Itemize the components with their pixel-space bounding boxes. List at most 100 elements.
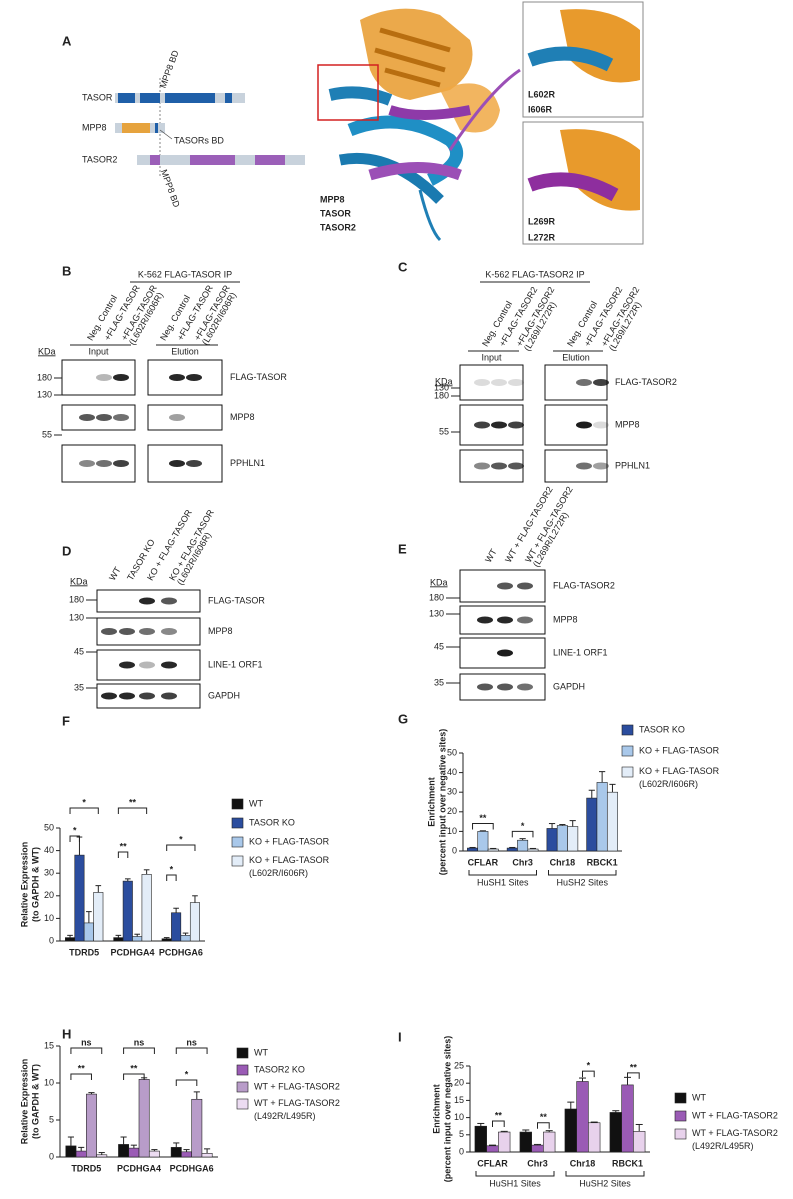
error-bar: [559, 824, 566, 826]
marker-label: 130: [37, 389, 52, 399]
blot-name: MPP8: [615, 419, 640, 429]
group-label: Input: [481, 352, 502, 362]
bar: [74, 854, 85, 942]
error-bar: [500, 1130, 508, 1133]
protein-name: MPP8: [82, 122, 107, 132]
legend-label: KO + FLAG-TASOR (L602R/I606R): [639, 766, 720, 789]
blot-box: [147, 404, 223, 431]
y-tick-label: 20: [447, 806, 457, 816]
domain-diagram: [115, 78, 305, 178]
error-bar: [533, 1143, 542, 1146]
blot-band: [517, 683, 533, 691]
bar: [606, 791, 618, 852]
lane-text: WT: [107, 565, 123, 583]
y-axis-label: (to GAPDH & WT): [30, 847, 40, 922]
bar: [498, 1131, 511, 1153]
blot-band: [186, 374, 202, 381]
x-tick-label: PCDHGA4: [110, 947, 154, 957]
y-tick-label: 40: [44, 845, 54, 855]
blot-band: [474, 421, 490, 429]
blot-name: MPP8: [230, 412, 255, 422]
error-bar: [203, 1148, 211, 1154]
bar: [191, 1098, 203, 1158]
bar: [546, 828, 558, 852]
legend-label: TASOR KO: [639, 724, 685, 734]
error-bar: [588, 789, 595, 799]
bar: [83, 922, 94, 942]
bar: [487, 848, 499, 852]
error-bar: [173, 907, 179, 913]
error-bar: [529, 847, 537, 850]
legend-label: WT + FLAG-TASOR2 (L492R/L495R): [254, 1098, 340, 1121]
group-bracket: [475, 1171, 555, 1177]
marker-label: 130: [429, 608, 444, 618]
structure-legend: TASOR2: [320, 222, 356, 232]
blot-band: [101, 628, 117, 635]
unit-label: KDa: [38, 346, 56, 356]
error-bar: [67, 934, 73, 938]
legend-swatch: [236, 1081, 249, 1093]
error-bar: [143, 869, 150, 875]
legend-label: KO + FLAG-TASOR (L602R/I606R): [249, 855, 330, 878]
blot-name: MPP8: [553, 614, 578, 624]
error-bar: [635, 1123, 643, 1132]
bar: [161, 938, 172, 942]
significance-bracket: [492, 1120, 505, 1128]
bar: [519, 1131, 532, 1153]
error-bar: [115, 934, 122, 938]
error-bar: [134, 933, 141, 937]
x-tick-label: Chr18: [570, 1158, 596, 1168]
protein-name: TASOR: [82, 92, 113, 102]
unit-label: KDa: [430, 577, 448, 587]
blot-name: FLAG-TASOR: [230, 372, 287, 382]
y-tick-label: 20: [44, 890, 54, 900]
x-tick-label: RBCK1: [587, 857, 618, 867]
legend-swatch: [674, 1092, 687, 1104]
y-tick-label: 0: [49, 935, 54, 945]
mutation-label: L272R: [528, 232, 556, 242]
error-bar: [67, 1136, 75, 1146]
y-tick-label: 30: [44, 868, 54, 878]
blot-band: [96, 414, 112, 421]
error-bar: [98, 1152, 105, 1155]
significance-label: **: [479, 813, 487, 823]
significance-bracket: [69, 807, 99, 814]
legend-swatch: [621, 745, 634, 757]
group-label: HuSH2 Sites: [556, 877, 608, 887]
significance-bracket: [69, 835, 80, 842]
significance-label: ns: [134, 1037, 145, 1047]
blot-band: [576, 421, 592, 429]
legend-label: WT + FLAG-TASOR2: [692, 1110, 778, 1120]
legend-swatch: [231, 836, 244, 848]
bar: [567, 826, 579, 852]
bar: [486, 1145, 499, 1153]
y-tick-label: 50: [44, 822, 54, 832]
blot-band: [576, 462, 592, 470]
marker-label: 35: [434, 677, 444, 687]
error-bar: [193, 1091, 200, 1100]
blot-band: [161, 692, 177, 700]
blot-band: [186, 460, 202, 467]
significance-bracket: [123, 1073, 145, 1080]
error-bar: [548, 823, 556, 829]
error-bar: [479, 830, 486, 832]
bar: [517, 839, 529, 852]
panel-label: A: [62, 33, 72, 48]
significance-bracket: [582, 1070, 595, 1078]
bar: [609, 1112, 622, 1153]
domain-label: MPP8 BD: [158, 48, 181, 89]
blot-name: FLAG-TASOR: [208, 595, 265, 605]
bar: [141, 874, 152, 942]
error-bar: [151, 1149, 158, 1152]
blot-band: [169, 374, 185, 381]
blot-box: [96, 649, 201, 681]
legend-label: KO + FLAG-TASOR: [249, 836, 330, 846]
significance-label: *: [185, 1069, 189, 1079]
group-label: Input: [88, 346, 109, 356]
x-tick-label: PCDHGA6: [170, 1163, 214, 1173]
blot-band: [161, 597, 177, 605]
significance-bracket: [472, 823, 494, 830]
significance-bracket: [166, 874, 177, 881]
blot-band: [491, 421, 507, 429]
y-tick-label: 40: [447, 767, 457, 777]
